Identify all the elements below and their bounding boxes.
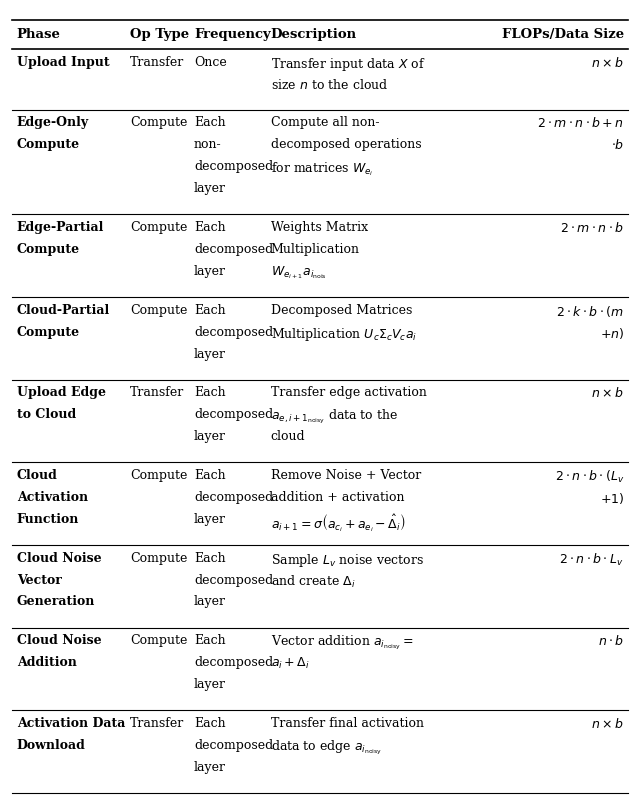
Text: Transfer: Transfer [130, 386, 184, 399]
Text: $2 \cdot m \cdot n \cdot b$: $2 \cdot m \cdot n \cdot b$ [560, 221, 624, 235]
Text: $2 \cdot n \cdot b \cdot (L_v$: $2 \cdot n \cdot b \cdot (L_v$ [554, 469, 624, 485]
Text: Generation: Generation [17, 596, 95, 609]
Text: Edge-Only: Edge-Only [17, 117, 89, 130]
Text: FLOPs/Data Size: FLOPs/Data Size [502, 28, 624, 41]
Text: decomposed: decomposed [194, 739, 273, 752]
Text: Weights Matrix: Weights Matrix [271, 221, 368, 234]
Text: Edge-Partial: Edge-Partial [17, 221, 104, 234]
Text: non-: non- [194, 138, 221, 151]
Text: Transfer: Transfer [130, 56, 184, 68]
Text: Compute: Compute [17, 325, 80, 339]
Text: Multiplication: Multiplication [271, 243, 360, 256]
Text: decomposed: decomposed [194, 243, 273, 256]
Text: for matrices $W_{e_i}$: for matrices $W_{e_i}$ [271, 160, 373, 178]
Text: $n \times b$: $n \times b$ [591, 386, 624, 400]
Text: Each: Each [194, 221, 225, 234]
Text: Each: Each [194, 117, 225, 130]
Text: Compute: Compute [130, 634, 188, 647]
Text: data to edge $a_{i_{\mathrm{noisy}}}$: data to edge $a_{i_{\mathrm{noisy}}}$ [271, 739, 382, 757]
Text: $2 \cdot m \cdot n \cdot b + n$: $2 \cdot m \cdot n \cdot b + n$ [537, 117, 624, 130]
Text: $+1)$: $+1)$ [600, 491, 624, 506]
Text: decomposed: decomposed [194, 491, 273, 504]
Text: $2 \cdot n \cdot b \cdot L_v$: $2 \cdot n \cdot b \cdot L_v$ [559, 551, 624, 568]
Text: layer: layer [194, 430, 226, 444]
Text: $n \times b$: $n \times b$ [591, 56, 624, 70]
Text: Description: Description [271, 28, 357, 41]
Text: Cloud Noise: Cloud Noise [17, 634, 101, 647]
Text: Upload Edge: Upload Edge [17, 386, 106, 399]
Text: Each: Each [194, 469, 225, 482]
Text: layer: layer [194, 348, 226, 361]
Text: decomposed: decomposed [194, 573, 273, 587]
Text: $n \cdot b$: $n \cdot b$ [598, 634, 624, 648]
Text: decomposed: decomposed [194, 160, 273, 173]
Text: layer: layer [194, 513, 226, 526]
Text: Cloud: Cloud [17, 469, 58, 482]
Text: $a_i + \Delta_i$: $a_i + \Delta_i$ [271, 656, 310, 671]
Text: Function: Function [17, 513, 79, 526]
Text: Multiplication $U_c \Sigma_c V_c a_i$: Multiplication $U_c \Sigma_c V_c a_i$ [271, 325, 417, 343]
Text: Each: Each [194, 717, 225, 730]
Text: layer: layer [194, 596, 226, 609]
Text: decomposed operations: decomposed operations [271, 138, 421, 151]
Text: addition + activation: addition + activation [271, 491, 404, 504]
Text: Compute: Compute [17, 138, 80, 151]
Text: decomposed: decomposed [194, 325, 273, 339]
Text: Compute: Compute [130, 221, 188, 234]
Text: Addition: Addition [17, 656, 77, 669]
Text: to Cloud: to Cloud [17, 408, 76, 421]
Text: and create $\Delta_i$: and create $\Delta_i$ [271, 573, 355, 589]
Text: layer: layer [194, 265, 226, 278]
Text: Each: Each [194, 551, 225, 564]
Text: Transfer: Transfer [130, 717, 184, 730]
Text: $a_{e,i+1_{\mathrm{noisy}}}$ data to the: $a_{e,i+1_{\mathrm{noisy}}}$ data to the [271, 408, 398, 427]
Text: layer: layer [194, 761, 226, 774]
Text: Transfer input data $X$ of: Transfer input data $X$ of [271, 56, 426, 72]
Text: Activation Data: Activation Data [17, 717, 125, 730]
Text: Compute all non-: Compute all non- [271, 117, 380, 130]
Text: $n \times b$: $n \times b$ [591, 717, 624, 731]
Text: size $n$ to the cloud: size $n$ to the cloud [271, 77, 388, 92]
Text: Cloud Noise: Cloud Noise [17, 551, 101, 564]
Text: $W_{e_{i+1}} a_{i_{\mathrm{nois}}}$: $W_{e_{i+1}} a_{i_{\mathrm{nois}}}$ [271, 265, 326, 282]
Text: $\cdot b$: $\cdot b$ [611, 138, 624, 152]
Text: Transfer edge activation: Transfer edge activation [271, 386, 427, 399]
Text: Each: Each [194, 303, 225, 316]
Text: Remove Noise + Vector: Remove Noise + Vector [271, 469, 421, 482]
Text: Each: Each [194, 386, 225, 399]
Text: Compute: Compute [17, 243, 80, 256]
Text: Compute: Compute [130, 469, 188, 482]
Text: Compute: Compute [130, 117, 188, 130]
Text: Compute: Compute [130, 551, 188, 564]
Text: Frequency: Frequency [194, 28, 271, 41]
Text: Op Type: Op Type [130, 28, 189, 41]
Text: decomposed: decomposed [194, 408, 273, 421]
Text: $+n)$: $+n)$ [600, 325, 624, 341]
Text: $2 \cdot k \cdot b \cdot (m$: $2 \cdot k \cdot b \cdot (m$ [556, 303, 624, 319]
Text: layer: layer [194, 678, 226, 691]
Text: $a_{i+1} = \sigma\left(a_{c_i} + a_{e_i} - \hat{\Delta}_i\right)$: $a_{i+1} = \sigma\left(a_{c_i} + a_{e_i}… [271, 513, 405, 535]
Text: Activation: Activation [17, 491, 88, 504]
Text: Phase: Phase [17, 28, 61, 41]
Text: Vector: Vector [17, 573, 61, 587]
Text: Compute: Compute [130, 303, 188, 316]
Text: Upload Input: Upload Input [17, 56, 109, 68]
Text: cloud: cloud [271, 430, 305, 444]
Text: Download: Download [17, 739, 86, 752]
Text: Decomposed Matrices: Decomposed Matrices [271, 303, 412, 316]
Text: Once: Once [194, 56, 227, 68]
Text: Cloud-Partial: Cloud-Partial [17, 303, 110, 316]
Text: decomposed: decomposed [194, 656, 273, 669]
Text: Vector addition $a_{i_{\mathrm{noisy}}} =$: Vector addition $a_{i_{\mathrm{noisy}}} … [271, 634, 413, 652]
Text: Transfer final activation: Transfer final activation [271, 717, 424, 730]
Text: Each: Each [194, 634, 225, 647]
Text: Sample $L_v$ noise vectors: Sample $L_v$ noise vectors [271, 551, 424, 568]
Text: layer: layer [194, 182, 226, 195]
